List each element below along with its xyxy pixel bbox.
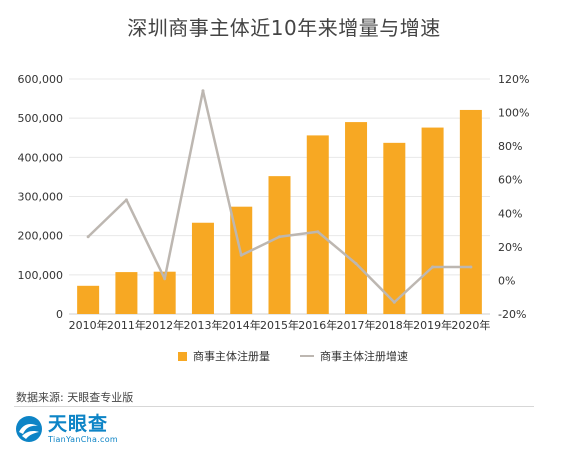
y-right-tick-label: 20% xyxy=(498,241,522,254)
x-tick-label: 2018年 xyxy=(375,318,414,332)
x-tick-label: 2011年 xyxy=(107,318,146,332)
line-point xyxy=(469,265,473,269)
bar xyxy=(77,285,100,314)
line-point xyxy=(354,262,358,266)
x-tick-label: 2012年 xyxy=(145,318,184,332)
chart-title: 深圳商事主体近10年来增量与增速 xyxy=(127,16,441,40)
line-point xyxy=(392,300,396,304)
y-right-tick-label: 80% xyxy=(498,140,522,153)
bar xyxy=(268,176,291,314)
bar xyxy=(191,222,214,314)
line-point xyxy=(163,277,167,281)
footer-divider xyxy=(14,406,534,407)
y-left-tick-label: 300,000 xyxy=(18,191,64,204)
legend-label-line: 商事主体注册增速 xyxy=(320,350,408,363)
y-left-tick-label: 200,000 xyxy=(18,230,64,243)
bar xyxy=(459,109,482,314)
line-point xyxy=(86,235,90,239)
y-right-tick-label: 120% xyxy=(498,73,529,86)
line-point xyxy=(316,230,320,234)
y-left-tick-label: 400,000 xyxy=(18,151,64,164)
legend-item-bars: 商事主体注册量 xyxy=(178,348,270,364)
y-left-tick-label: 0 xyxy=(56,308,63,321)
logo-icon xyxy=(16,416,42,442)
logo-wordmark: 天眼查 xyxy=(48,412,109,435)
line-point xyxy=(431,265,435,269)
legend-swatch-bar xyxy=(178,351,187,361)
x-tick-label: 2013年 xyxy=(183,318,222,332)
line-point xyxy=(201,89,205,93)
legend-label-bars: 商事主体注册量 xyxy=(193,350,270,363)
y-left-tick-label: 100,000 xyxy=(18,269,64,282)
data-source: 数据来源: 天眼查专业版 xyxy=(16,391,134,404)
bar xyxy=(345,122,368,314)
y-left-tick-label: 600,000 xyxy=(18,73,64,86)
y-right-tick-label: 40% xyxy=(498,207,522,220)
legend-item-line: 商事主体注册增速 xyxy=(300,348,408,364)
combo-chart: 0 100,000 200,000 300,000 400,000 500,000 600,… xyxy=(18,73,530,332)
line-point xyxy=(278,235,281,239)
line-point xyxy=(239,253,243,257)
legend-swatch-line xyxy=(300,355,314,357)
x-tick-label: 2014年 xyxy=(222,318,261,332)
bar xyxy=(153,271,176,314)
logo-domain: TianYanCha.com xyxy=(48,434,118,444)
x-tick-label: 2017年 xyxy=(337,318,376,332)
legend: 商事主体注册量 商事主体注册增速 xyxy=(178,348,438,364)
bar xyxy=(421,127,444,314)
bar xyxy=(383,142,406,314)
bar xyxy=(306,135,329,314)
y-right-tick-label: -20% xyxy=(498,308,526,321)
y-right-tick-label: 100% xyxy=(498,107,529,120)
y-left-tick-label: 500,000 xyxy=(18,112,64,125)
y-right-tick-label: 0% xyxy=(498,274,515,287)
tianyancha-logo: 天眼查 TianYanCha.com xyxy=(14,414,118,444)
x-tick-label: 2019年 xyxy=(413,318,452,332)
x-tick-label: 2010年 xyxy=(69,318,108,332)
x-tick-label: 2016年 xyxy=(298,318,337,332)
x-tick-label: 2020年 xyxy=(451,318,490,332)
x-tick-label: 2015年 xyxy=(260,318,299,332)
bar xyxy=(115,272,138,314)
line-point xyxy=(124,198,128,202)
y-right-tick-label: 60% xyxy=(498,174,522,187)
